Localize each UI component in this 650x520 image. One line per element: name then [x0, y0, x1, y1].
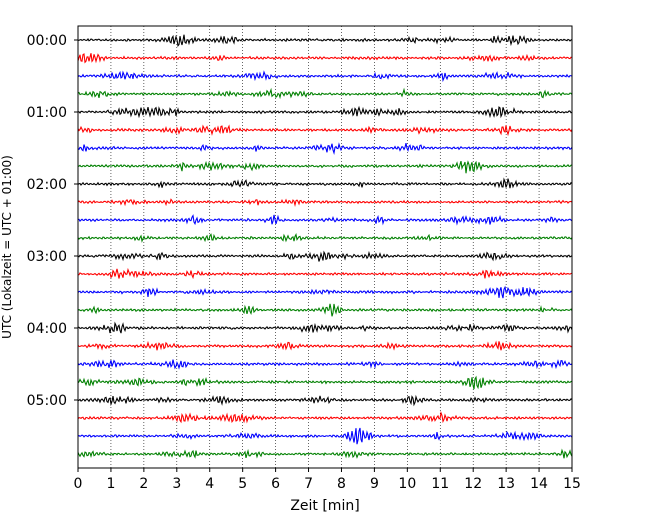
x-tick-label: 14	[530, 476, 548, 492]
y-tick-label: 02:00	[27, 177, 67, 193]
trace-line	[77, 53, 573, 64]
x-tick-label: 1	[106, 476, 115, 492]
trace-line	[77, 375, 573, 390]
traces	[77, 34, 573, 459]
trace-line	[77, 124, 573, 137]
x-tick-label: 11	[431, 476, 449, 492]
y-tick-label: 05:00	[27, 393, 67, 409]
trace-line	[77, 87, 573, 100]
trace-line	[77, 303, 573, 317]
y-tick-label: 01:00	[27, 105, 67, 121]
x-tick-label: 7	[304, 476, 313, 492]
trace-line	[77, 250, 573, 262]
x-tick-label: 9	[370, 476, 379, 492]
x-axis-label: Zeit [min]	[290, 498, 359, 514]
trace-line	[77, 232, 573, 243]
trace-line	[77, 340, 573, 351]
y-tick-label: 03:00	[27, 249, 67, 265]
y-axis: 00:00 01:00 02:00 03:00 04:00 05:00	[27, 33, 78, 409]
x-tick-label: 2	[139, 476, 148, 492]
trace-line	[77, 105, 573, 119]
plot-frame	[77, 25, 573, 469]
x-tick-label: 15	[563, 476, 581, 492]
y-tick-label: 00:00	[27, 33, 67, 49]
x-tick-label: 13	[497, 476, 515, 492]
x-tick-label: 12	[464, 476, 482, 492]
trace-line	[77, 198, 573, 208]
x-tick-label: 6	[271, 476, 280, 492]
trace-line	[77, 142, 573, 156]
trace-line	[77, 394, 573, 407]
x-tick-label: 3	[172, 476, 181, 492]
trace-line	[77, 177, 573, 189]
x-tick-label: 4	[205, 476, 214, 492]
trace-line	[77, 267, 573, 280]
x-tick-label: 5	[238, 476, 247, 492]
trace-line	[77, 321, 573, 334]
trace-line	[78, 34, 573, 47]
trace-line	[77, 359, 573, 370]
trace-line	[77, 410, 573, 424]
x-tick-label: 10	[398, 476, 416, 492]
y-tick-label: 04:00	[27, 321, 67, 337]
x-tick-label: 0	[74, 476, 83, 492]
x-tick-label: 8	[337, 476, 346, 492]
trace-line	[77, 160, 573, 174]
trace-line	[77, 448, 573, 459]
trace-line	[77, 427, 573, 445]
trace-line	[77, 70, 573, 83]
y-axis-label: UTC (Lokalzeit = UTC + 01:00)	[0, 155, 14, 339]
trace-line	[77, 285, 573, 299]
trace-line	[77, 214, 573, 226]
plot-area	[78, 26, 572, 468]
x-axis: 0 1 2 3 4 5 6 7 8 9 10 11 12 13 14 15	[74, 468, 581, 492]
